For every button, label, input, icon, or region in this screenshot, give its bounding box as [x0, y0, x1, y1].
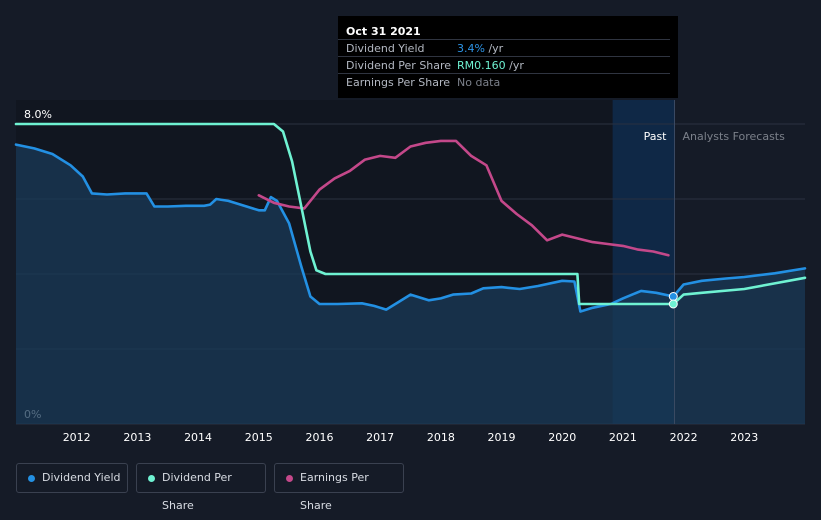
series-layer	[14, 122, 807, 424]
x-tick-label: 2013	[123, 431, 151, 444]
dividend-yield-area	[16, 144, 805, 424]
x-tick-label: 2022	[670, 431, 698, 444]
tooltip-value: 3.4% /yr	[457, 42, 503, 55]
dividend-yield-line	[14, 143, 807, 313]
dot-icon	[148, 475, 155, 482]
y-tick-label: 8.0%	[24, 108, 52, 121]
hover-markers	[668, 292, 678, 309]
x-tick-label: 2021	[609, 431, 637, 444]
earnings-per-share-line	[257, 139, 670, 257]
tooltip-row-dividend-yield: Dividend Yield 3.4% /yr	[338, 39, 670, 56]
dividend-yield-marker	[668, 292, 678, 301]
dot-icon	[286, 475, 293, 482]
tooltip-value-unit: /yr	[505, 59, 524, 72]
tooltip-value-number: RM0.160	[457, 59, 506, 72]
x-tick-label: 2018	[427, 431, 455, 444]
x-tick-label: 2015	[245, 431, 273, 444]
past-region-label: Past	[644, 130, 668, 143]
legend-label: Dividend Yield	[42, 471, 121, 484]
dividend-per-share-marker	[668, 299, 678, 309]
x-tick-label: 2023	[730, 431, 758, 444]
tooltip-label: Dividend Yield	[346, 42, 425, 55]
tooltip-date: Oct 31 2021	[346, 25, 421, 38]
x-tick-label: 2012	[63, 431, 91, 444]
tooltip-value-unit: /yr	[484, 42, 504, 55]
dividend-per-share-line	[14, 122, 807, 306]
x-tick-label: 2014	[184, 431, 212, 444]
tooltip-value-number: 3.4%	[457, 42, 485, 55]
tooltip-row-dividend-per-share: Dividend Per Share RM0.160 /yr	[338, 56, 670, 73]
tooltip-label: Earnings Per Share	[346, 76, 451, 89]
hover-tooltip: Oct 31 2021 Dividend Yield 3.4% /yr Divi…	[338, 16, 678, 98]
tooltip-label: Dividend Per Share	[346, 59, 452, 72]
tooltip-value: RM0.160 /yr	[457, 59, 524, 72]
dot-icon	[28, 475, 35, 482]
legend-toggle-earnings-per-share[interactable]: Earnings Per Share	[274, 463, 404, 512]
x-tick-label: 2020	[548, 431, 576, 444]
legend-toggle-dividend-yield[interactable]: Dividend Yield	[16, 463, 128, 493]
forecast-region-label: Analysts Forecasts	[683, 130, 786, 143]
dividend-chart: 8.0%0% 201220132014201520162017201820192…	[14, 100, 807, 444]
tooltip-row-earnings-per-share: Earnings Per Share No data	[338, 73, 670, 90]
x-tick-label: 2016	[305, 431, 333, 444]
x-tick-label: 2019	[488, 431, 516, 444]
x-axis: 2012 2013 2014 2015 2016 2017 2018 2019 2020 2021…	[63, 431, 759, 444]
x-tick-label: 2017	[366, 431, 394, 444]
legend-toggle-dividend-per-share[interactable]: Dividend Per Share	[136, 463, 266, 512]
tooltip-value: No data	[457, 76, 500, 89]
tooltip-value-number: No data	[457, 76, 501, 89]
